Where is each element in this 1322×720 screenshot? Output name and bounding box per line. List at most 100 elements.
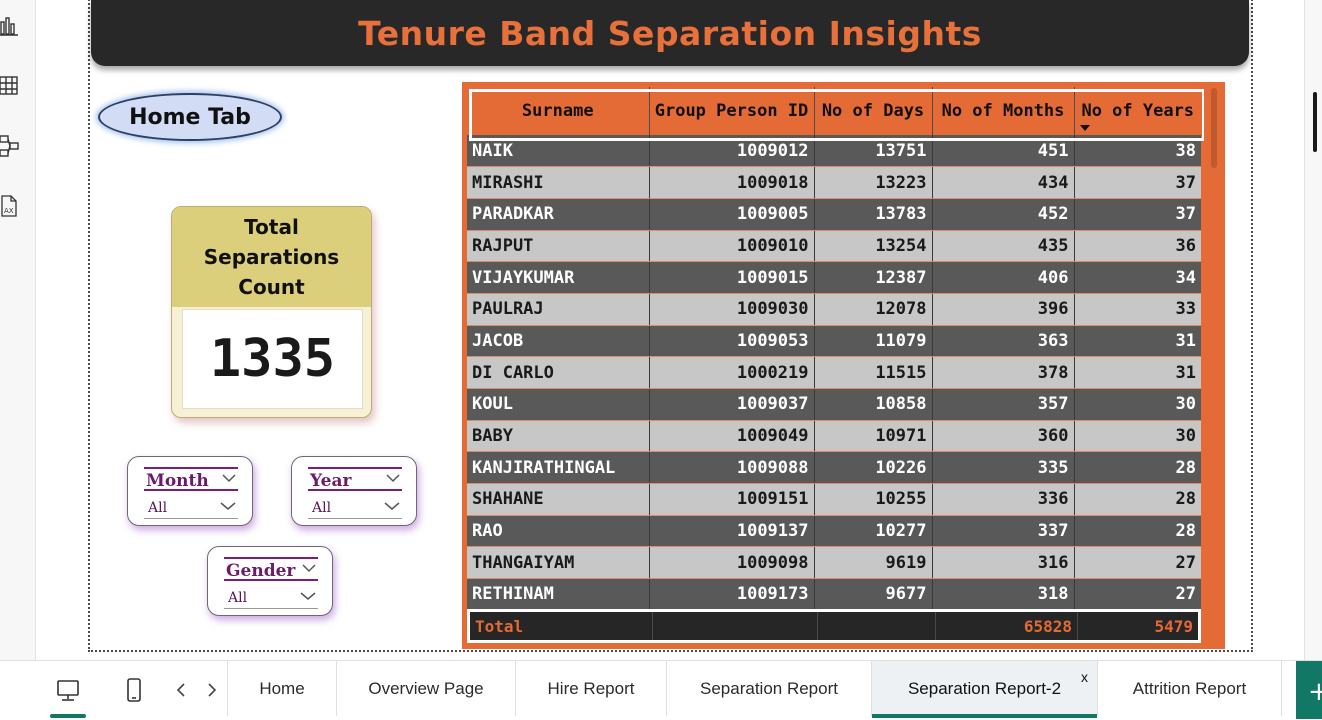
tab-separation-report-2[interactable]: Separation Report-2 xyxy=(871,661,1097,718)
table-row[interactable]: KOUL 1009037 10858 357 30 xyxy=(467,388,1201,421)
cell-group-person-id: 1009012 xyxy=(648,135,814,168)
cell-no-of-months: 451 xyxy=(931,135,1074,168)
home-tab-button[interactable]: Home Tab xyxy=(98,93,282,141)
total-no-of-months: 65828 xyxy=(935,612,1077,640)
total-group-person-id xyxy=(652,612,817,640)
table-rows: NAIK 1009012 13751 451 38 MIRASHI 1009018 13223… xyxy=(467,135,1201,611)
column-header-no-of-months[interactable]: No of Months xyxy=(931,87,1074,135)
tab-label: Attrition Report xyxy=(1132,678,1247,698)
cell-no-of-years: 37 xyxy=(1073,198,1201,231)
table-row[interactable]: KANJIRATHINGAL 1009088 10226 335 28 xyxy=(467,451,1201,485)
tab-home[interactable]: Home xyxy=(227,661,336,716)
mobile-view-button[interactable] xyxy=(114,671,154,711)
tab-separation-report[interactable]: Separation Report xyxy=(666,661,871,716)
kpi-header: Total Separations Count xyxy=(172,207,371,307)
cell-group-person-id: 1009049 xyxy=(648,420,814,453)
table-row[interactable]: BABY 1009049 10971 360 30 xyxy=(467,420,1201,453)
table-row[interactable]: JACOB 1009053 11079 363 31 xyxy=(467,325,1201,358)
chevron-right-icon[interactable] xyxy=(205,681,219,699)
report-title: Tenure Band Separation Insights xyxy=(358,13,982,53)
column-header-no-of-years[interactable]: No of Years xyxy=(1073,87,1201,135)
cell-group-person-id: 1009098 xyxy=(648,546,814,580)
table-row[interactable]: MIRASHI 1009018 13223 434 37 xyxy=(467,166,1201,199)
cell-no-of-months: 336 xyxy=(931,483,1074,516)
table-row[interactable]: DI CARLO 1000219 11515 378 31 xyxy=(467,356,1201,389)
month-slicer-dropdown[interactable]: All xyxy=(144,497,238,519)
add-page-button[interactable]: + xyxy=(1296,661,1322,719)
cell-group-person-id: 1009151 xyxy=(648,483,814,516)
gender-slicer-dropdown[interactable]: All xyxy=(224,587,318,609)
column-header-no-of-days[interactable]: No of Days xyxy=(813,87,932,135)
chevron-down-icon[interactable] xyxy=(386,473,400,483)
month-slicer[interactable]: Month All xyxy=(127,456,253,526)
tab-label: Separation Report xyxy=(700,678,838,698)
tab-label: Home xyxy=(259,678,305,698)
pane-collapse-handle[interactable] xyxy=(1313,92,1317,152)
monitor-icon xyxy=(57,680,79,701)
chevron-left-icon[interactable] xyxy=(174,681,188,699)
cell-no-of-years: 31 xyxy=(1073,325,1201,358)
cell-no-of-years: 36 xyxy=(1073,230,1201,263)
gender-slicer-title: Gender xyxy=(226,561,296,581)
table-row[interactable]: RAJPUT 1009010 13254 435 36 xyxy=(467,230,1201,263)
cell-surname: THANGAIYAM xyxy=(467,546,649,580)
tab-overview-page[interactable]: Overview Page xyxy=(336,661,515,716)
cell-no-of-months: 378 xyxy=(931,356,1074,389)
cell-no-of-days: 9619 xyxy=(813,546,932,580)
table-row[interactable]: PARADKAR 1009005 13783 452 37 xyxy=(467,198,1201,231)
year-slicer-dropdown[interactable]: All xyxy=(308,497,402,519)
table-row[interactable]: PAULRAJ 1009030 12078 396 33 xyxy=(467,293,1201,326)
desktop-view-button[interactable] xyxy=(48,671,88,718)
close-tab-icon[interactable]: x xyxy=(1081,669,1088,685)
cell-group-person-id: 1000219 xyxy=(648,356,814,389)
cell-no-of-months: 434 xyxy=(931,166,1074,199)
table-scrollbar[interactable] xyxy=(1208,86,1220,644)
chevron-down-icon[interactable] xyxy=(222,473,236,483)
gender-slicer[interactable]: Gender All xyxy=(207,546,333,616)
report-page-border xyxy=(88,0,1253,652)
report-view-icon[interactable] xyxy=(0,14,20,38)
table-row[interactable]: RETHINAM 1009173 9677 318 27 xyxy=(467,578,1201,611)
cell-no-of-days: 11515 xyxy=(813,356,932,389)
column-header-surname[interactable]: Surname xyxy=(467,87,649,135)
cell-no-of-days: 13751 xyxy=(813,135,932,168)
cell-no-of-days: 11079 xyxy=(813,325,932,358)
cell-no-of-months: 316 xyxy=(931,546,1074,580)
year-slicer-header: Year xyxy=(308,467,402,491)
table-total-row: Total 65828 5479 xyxy=(467,609,1201,643)
chevron-down-icon[interactable] xyxy=(302,563,316,573)
table-row[interactable]: NAIK 1009012 13751 451 38 xyxy=(467,135,1201,168)
chevron-down-icon[interactable] xyxy=(384,501,400,511)
cell-no-of-years: 28 xyxy=(1073,515,1201,548)
left-view-rail: AX xyxy=(0,0,36,660)
table-row[interactable]: THANGAIYAM 1009098 9619 316 27 xyxy=(467,546,1201,580)
cell-group-person-id: 1009037 xyxy=(648,388,814,421)
model-view-icon[interactable] xyxy=(0,134,20,158)
year-slicer[interactable]: Year All xyxy=(291,456,417,526)
total-no-of-days xyxy=(817,612,935,640)
cell-surname: NAIK xyxy=(467,135,649,168)
scrollbar-thumb[interactable] xyxy=(1211,88,1217,168)
cell-no-of-days: 13254 xyxy=(813,230,932,263)
tab-hire-report[interactable]: Hire Report xyxy=(515,661,666,716)
cell-no-of-years: 38 xyxy=(1073,135,1201,168)
cell-no-of-years: 31 xyxy=(1073,356,1201,389)
right-pane-strip[interactable] xyxy=(1304,0,1322,660)
cell-surname: RAJPUT xyxy=(467,230,649,263)
tab-attrition-report[interactable]: Attrition Report xyxy=(1097,661,1282,716)
table-body-viewport[interactable]: Surname Group Person ID No of Days No of… xyxy=(467,87,1204,643)
chevron-down-icon[interactable] xyxy=(300,591,316,601)
column-header-group-person-id[interactable]: Group Person ID xyxy=(648,87,814,135)
chevron-down-icon[interactable] xyxy=(220,501,236,511)
table-view-icon[interactable] xyxy=(0,74,20,98)
table-row[interactable]: RAO 1009137 10277 337 28 xyxy=(467,515,1201,548)
table-row[interactable]: SHAHANE 1009151 10255 336 28 xyxy=(467,483,1201,516)
dax-query-view-icon[interactable]: AX xyxy=(0,194,20,218)
cell-group-person-id: 1009173 xyxy=(648,578,814,611)
cell-no-of-days: 10277 xyxy=(813,515,932,548)
table-row[interactable]: VIJAYKUMAR 1009015 12387 406 34 xyxy=(467,261,1201,294)
cell-surname: RAO xyxy=(467,515,649,548)
cell-no-of-days: 10226 xyxy=(813,451,932,485)
cell-no-of-years: 28 xyxy=(1073,451,1201,485)
cell-no-of-months: 360 xyxy=(931,420,1074,453)
